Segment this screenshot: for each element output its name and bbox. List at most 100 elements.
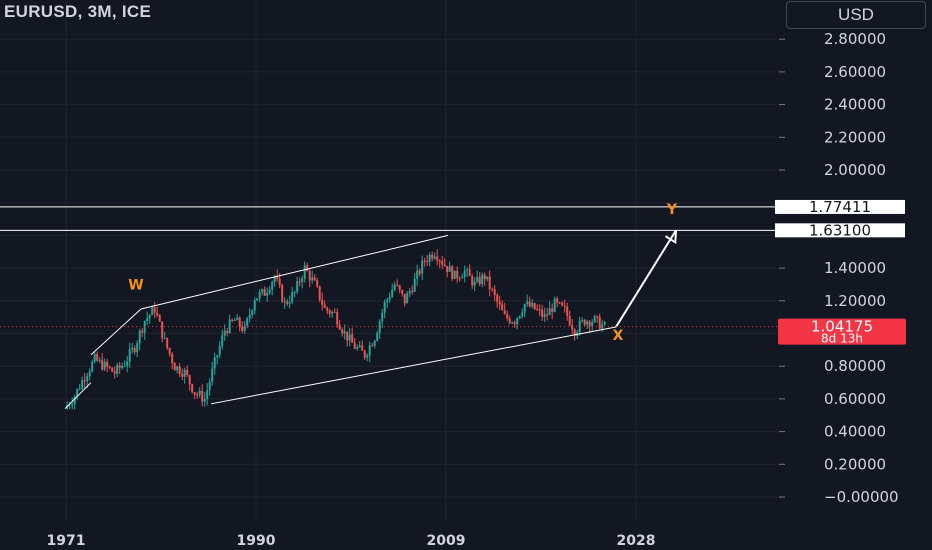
candle-body bbox=[421, 260, 424, 274]
candle-body bbox=[193, 392, 196, 395]
candle-body bbox=[278, 278, 281, 286]
candle-body bbox=[438, 260, 441, 262]
candle-body bbox=[448, 266, 451, 272]
candle-body bbox=[178, 366, 181, 374]
candle-body bbox=[123, 365, 126, 367]
candle-body bbox=[363, 350, 366, 358]
candle-body bbox=[276, 276, 279, 279]
candle-body bbox=[223, 330, 226, 336]
candle-body bbox=[248, 314, 251, 319]
candle-body bbox=[338, 324, 341, 330]
candle-body bbox=[68, 405, 71, 407]
channel-upper-line bbox=[140, 234, 449, 310]
candle-body bbox=[431, 254, 434, 259]
candle-body bbox=[358, 345, 361, 348]
candle-body bbox=[513, 322, 516, 325]
candle-body bbox=[146, 318, 149, 322]
candle-body bbox=[453, 270, 456, 279]
candle-body bbox=[243, 325, 246, 331]
candle-body bbox=[161, 321, 164, 339]
candle-body bbox=[151, 307, 154, 316]
candle-body bbox=[286, 301, 289, 304]
candle-body bbox=[303, 265, 306, 279]
candle-body bbox=[433, 256, 436, 259]
candle-body bbox=[478, 277, 481, 285]
y-tick-label: 2.80000 bbox=[824, 30, 886, 48]
last-price-countdown: 8d 13h bbox=[821, 332, 863, 346]
candle-body bbox=[141, 330, 144, 333]
candle-body bbox=[441, 261, 444, 265]
candle-body bbox=[356, 347, 359, 349]
candle-body bbox=[386, 299, 389, 303]
candle-body bbox=[266, 292, 269, 296]
candle-body bbox=[568, 315, 571, 326]
candle-body bbox=[526, 301, 529, 304]
y-tick-label: 0.60000 bbox=[824, 390, 886, 408]
candle-body bbox=[481, 274, 484, 285]
y-tick-label: 0.40000 bbox=[824, 423, 886, 441]
candle-body bbox=[138, 330, 141, 344]
candle-body bbox=[418, 270, 421, 274]
candle-body bbox=[213, 357, 216, 369]
candle-body bbox=[76, 388, 79, 397]
candle-body bbox=[88, 371, 91, 377]
candle-body bbox=[536, 309, 539, 311]
candle-body bbox=[531, 303, 534, 307]
candle-body bbox=[578, 320, 581, 333]
candle-body bbox=[348, 334, 351, 341]
y-tick-label: 0.20000 bbox=[824, 455, 886, 473]
candle-body bbox=[488, 276, 491, 290]
candle-body bbox=[528, 301, 531, 307]
candle-body bbox=[163, 337, 166, 339]
candle-body bbox=[106, 361, 109, 367]
candle-body bbox=[368, 345, 371, 356]
candle-body bbox=[391, 289, 394, 298]
candle-body bbox=[238, 317, 241, 327]
candle-body bbox=[423, 260, 426, 262]
candle-body bbox=[483, 274, 486, 280]
candle-body bbox=[258, 292, 261, 299]
candle-body bbox=[103, 361, 106, 370]
candle-body bbox=[221, 335, 224, 346]
candle-body bbox=[551, 308, 554, 312]
candle-body bbox=[343, 331, 346, 334]
y-tick-label: 2.20000 bbox=[824, 128, 886, 146]
candle-body bbox=[341, 329, 344, 334]
candle-body bbox=[283, 301, 286, 303]
currency-button[interactable]: USD bbox=[786, 1, 926, 29]
candle-body bbox=[586, 321, 589, 325]
candle-body bbox=[308, 270, 311, 281]
candle-body bbox=[346, 331, 349, 341]
y-tick-label: −0.00000 bbox=[824, 488, 899, 506]
candle-body bbox=[158, 315, 161, 322]
candle-body bbox=[498, 301, 501, 305]
candle-body bbox=[246, 318, 249, 326]
wave-labels-layer: W X Y bbox=[128, 202, 678, 344]
price-level-tag bbox=[775, 199, 905, 214]
candle-body bbox=[466, 269, 469, 271]
candle-body bbox=[543, 314, 546, 317]
price-axis[interactable]: 2.80000 2.60000 2.40000 2.20000 2.00000 1.400… bbox=[779, 30, 899, 506]
candle-body bbox=[471, 276, 474, 286]
candle-body bbox=[361, 345, 364, 351]
candle-body bbox=[256, 298, 259, 301]
candle-body bbox=[288, 302, 291, 304]
candle-body bbox=[148, 315, 151, 319]
candle-body bbox=[316, 280, 319, 287]
candle-body bbox=[456, 270, 459, 279]
candle-body bbox=[183, 370, 186, 377]
candle-body bbox=[136, 343, 139, 353]
x-tick-label: 2009 bbox=[427, 533, 466, 549]
candle-body bbox=[443, 264, 446, 267]
candle-body bbox=[428, 254, 431, 262]
candle-body bbox=[511, 322, 514, 324]
candle-body bbox=[98, 359, 101, 361]
candle-body bbox=[166, 337, 169, 348]
candle-body bbox=[566, 306, 569, 316]
candle-body bbox=[398, 285, 401, 291]
candle-body bbox=[251, 310, 254, 315]
candle-body bbox=[426, 260, 429, 262]
time-axis[interactable]: 1971 1990 2009 2028 bbox=[47, 533, 656, 549]
